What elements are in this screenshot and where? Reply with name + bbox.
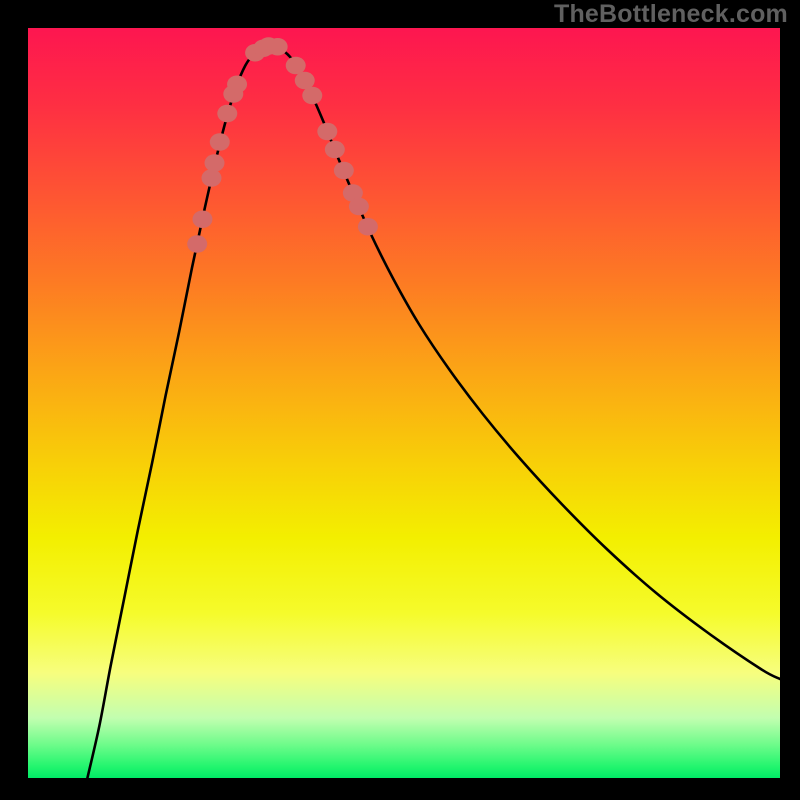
curve-layer [28,28,780,778]
data-marker [187,235,207,253]
data-marker [205,154,225,172]
data-marker [295,72,315,90]
data-marker [286,57,306,75]
data-marker [210,133,230,151]
data-marker [334,162,354,180]
data-marker [192,210,212,228]
data-marker [268,38,288,56]
plot-area [28,28,780,778]
marker-group [187,37,378,253]
data-marker [217,105,237,123]
data-marker [201,169,221,187]
data-marker [317,123,337,141]
data-marker [349,198,369,216]
data-marker [325,141,345,159]
data-marker [227,75,247,93]
data-marker [358,218,378,236]
data-marker [302,87,322,105]
attribution-text: TheBottleneck.com [554,0,788,29]
bottleneck-curve [87,46,780,778]
